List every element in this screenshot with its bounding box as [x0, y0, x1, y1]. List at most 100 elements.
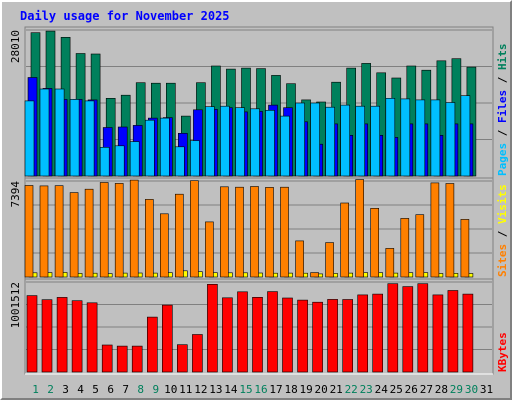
bar-sites-day-14: [220, 186, 229, 278]
bar-sites-day-8: [129, 179, 139, 278]
x-tick-label-day-24: 24: [375, 383, 389, 396]
bar-sites-day-2: [39, 185, 49, 278]
x-tick-label-day-30: 30: [465, 383, 478, 396]
x-tick-label-day-4: 4: [77, 383, 84, 396]
x-tick-label-day-23: 23: [360, 383, 373, 396]
x-tick-label-day-20: 20: [314, 383, 327, 396]
bar-pages-day-17: [265, 110, 275, 177]
x-tick-label-day-18: 18: [284, 383, 297, 396]
x-tick-label-day-28: 28: [435, 383, 448, 396]
bar-kbytes-day-22: [342, 299, 354, 373]
bar-kbytes-day-7: [116, 345, 128, 373]
bar-kbytes-day-10: [162, 304, 173, 373]
bar-sites-day-29: [445, 183, 455, 278]
bar-pages-day-25: [385, 98, 396, 177]
bar-kbytes-day-16: [252, 296, 263, 373]
x-tick-label-day-22: 22: [345, 383, 358, 396]
bar-pages-day-11: [175, 146, 185, 177]
bar-pages-day-3: [54, 88, 65, 177]
side-legend-kbytes: KBytes: [496, 332, 509, 372]
x-tick-label-day-12: 12: [194, 383, 207, 396]
bar-kbytes-day-17: [267, 291, 278, 373]
bar-pages-day-2: [39, 88, 50, 177]
ymax-label-hits-files-pages: 28010: [9, 30, 22, 63]
bar-sites-day-12: [190, 180, 199, 278]
bar-kbytes-day-1: [26, 295, 38, 373]
legend-separator: /: [496, 224, 509, 244]
bar-sites-day-16: [250, 186, 259, 278]
x-tick-label-day-9: 9: [152, 383, 159, 396]
bar-sites-day-27: [415, 214, 425, 278]
bar-kbytes-day-13: [207, 283, 218, 373]
x-tick-label-day-25: 25: [390, 383, 403, 396]
bar-sites-day-11: [175, 193, 184, 278]
bar-pages-day-19: [295, 102, 305, 177]
bar-sites-day-6: [99, 182, 109, 278]
bar-sites-day-20: [310, 272, 319, 278]
bar-kbytes-day-23: [357, 294, 369, 373]
bar-kbytes-day-27: [417, 283, 429, 373]
bar-pages-day-9: [145, 119, 155, 177]
legend-separator: /: [496, 70, 509, 90]
bar-sites-day-10: [160, 213, 169, 278]
legend-item-visits: Visits: [496, 184, 509, 224]
bar-pages-day-6: [99, 147, 110, 177]
bar-pages-day-16: [250, 108, 260, 177]
bar-sites-day-18: [280, 186, 289, 278]
x-tick-label-day-19: 19: [299, 383, 312, 396]
legend-item-sites: Sites: [496, 244, 509, 277]
bar-kbytes-day-25: [387, 283, 399, 373]
x-tick-label-day-13: 13: [209, 383, 222, 396]
bar-kbytes-day-28: [432, 294, 444, 373]
bar-pages-day-1: [24, 100, 35, 177]
legend-item-kbytes: KBytes: [496, 332, 509, 372]
bar-kbytes-day-3: [56, 297, 68, 373]
bar-pages-day-24: [370, 105, 381, 177]
legend-item-files: Files: [496, 90, 509, 123]
bar-kbytes-day-19: [297, 299, 308, 373]
bar-pages-day-18: [280, 115, 290, 177]
bar-kbytes-day-9: [147, 316, 158, 373]
x-tick-label-day-11: 11: [179, 383, 192, 396]
bar-kbytes-day-12: [192, 334, 203, 373]
bar-sites-day-3: [54, 185, 64, 278]
x-tick-label-day-29: 29: [450, 383, 463, 396]
x-tick-label-day-16: 16: [254, 383, 267, 396]
bar-kbytes-day-26: [402, 286, 414, 373]
bar-kbytes-day-30: [462, 293, 474, 373]
bar-pages-day-7: [114, 145, 125, 177]
bar-pages-day-26: [400, 98, 411, 177]
bar-kbytes-day-18: [282, 297, 293, 373]
x-tick-label-day-1: 1: [32, 383, 39, 396]
bar-pages-day-28: [430, 99, 441, 177]
bar-sites-day-1: [24, 185, 34, 278]
bar-pages-day-13: [205, 106, 215, 177]
bar-pages-day-20: [310, 102, 320, 177]
bar-pages-day-4: [69, 99, 80, 177]
bar-kbytes-day-20: [312, 301, 323, 373]
x-tick-label-day-14: 14: [224, 383, 238, 396]
bar-kbytes-day-2: [41, 299, 53, 373]
side-legend-visits-sites: Sites / Visits: [496, 184, 509, 277]
bar-kbytes-day-8: [131, 345, 143, 373]
bar-kbytes-day-6: [101, 344, 113, 373]
bar-pages-day-23: [355, 105, 366, 177]
bar-kbytes-day-14: [222, 297, 233, 373]
x-tick-label-day-2: 2: [47, 383, 54, 396]
legend-item-pages: Pages: [496, 143, 509, 176]
x-tick-label-day-21: 21: [330, 383, 343, 396]
bar-pages-day-30: [460, 95, 471, 177]
bar-pages-day-5: [84, 100, 95, 177]
bar-sites-day-13: [205, 221, 214, 278]
bar-pages-day-21: [325, 106, 335, 177]
x-tick-label-day-7: 7: [122, 383, 129, 396]
bar-sites-day-28: [430, 182, 440, 278]
x-tick-label-day-8: 8: [137, 383, 144, 396]
bar-pages-day-29: [445, 102, 456, 177]
bar-kbytes-day-29: [447, 290, 459, 373]
bar-pages-day-10: [160, 117, 170, 177]
bar-kbytes-day-21: [327, 299, 338, 373]
legend-separator: /: [496, 123, 509, 143]
bar-sites-day-4: [69, 192, 79, 278]
